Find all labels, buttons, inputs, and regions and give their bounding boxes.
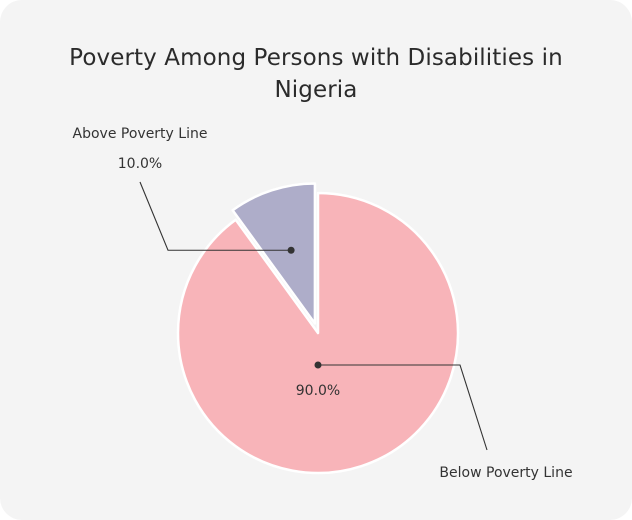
leader-line-below-poverty-line	[318, 364, 488, 451]
slice-name-label-below-poverty-line: Below Poverty Line	[439, 465, 572, 481]
pie-annotation-above-poverty-line: Above Poverty Line 10.0%	[73, 126, 295, 254]
slice-value-label-below-poverty-line: 90.0%	[296, 383, 340, 399]
pie-slice-below-poverty-line	[176, 191, 460, 475]
pie-annotation-below-poverty-line: Below Poverty Line 90.0%	[296, 361, 573, 481]
leader-dot-above-poverty-line	[287, 246, 295, 254]
slice-name-label-above-poverty-line: Above Poverty Line	[73, 126, 208, 142]
chart-title: Poverty Among Persons with Disabilities …	[69, 45, 563, 103]
pie-slice-above-poverty-line	[231, 182, 317, 325]
leader-dot-below-poverty-line	[314, 361, 322, 369]
leader-line-above-poverty-line	[139, 181, 292, 251]
slice-value-label-above-poverty-line: 10.0%	[118, 156, 162, 172]
